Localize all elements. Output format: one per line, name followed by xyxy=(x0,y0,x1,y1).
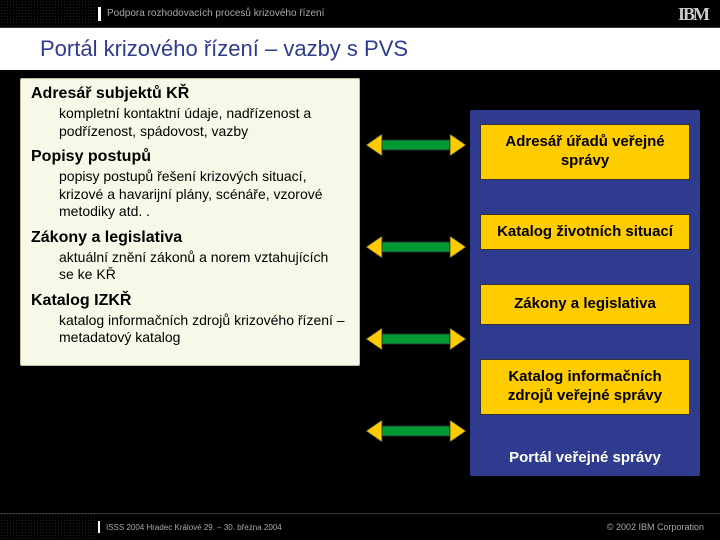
ibm-logo: IBM xyxy=(678,4,708,25)
footer-dot-pattern xyxy=(0,513,95,540)
arrow-head-left-icon xyxy=(366,420,382,442)
arrow-head-left-icon xyxy=(366,236,382,258)
arrow-shaft xyxy=(382,140,450,150)
arrow-head-left-icon xyxy=(366,134,382,156)
arrow-head-right-icon xyxy=(450,420,466,442)
right-box-1: Katalog životních situací xyxy=(480,214,690,251)
right-box-2: Zákony a legislativa xyxy=(480,284,690,325)
section-heading-3: Katalog IZKŘ xyxy=(31,292,349,310)
header-bar: Podpora rozhodovacích procesů krizového … xyxy=(0,0,720,28)
left-panel: Adresář subjektů KŘ kompletní kontaktní … xyxy=(20,78,360,366)
section-body-2: aktuální znění zákonů a norem vztahující… xyxy=(31,249,349,284)
footer-right: © 2002 IBM Corporation xyxy=(607,522,704,532)
arrow-1 xyxy=(366,234,466,260)
section-heading-0: Adresář subjektů KŘ xyxy=(31,85,349,103)
arrow-shaft xyxy=(382,426,450,436)
breadcrumb: Podpora rozhodovacích procesů krizového … xyxy=(107,8,324,19)
section-heading-2: Zákony a legislativa xyxy=(31,229,349,247)
right-box-0: Adresář úřadů veřejné správy xyxy=(480,124,690,180)
section-heading-1: Popisy postupů xyxy=(31,148,349,166)
right-panel: Adresář úřadů veřejné správy Katalog živ… xyxy=(470,110,700,476)
section-body-0: kompletní kontaktní údaje, nadřízenost a… xyxy=(31,105,349,140)
arrow-head-right-icon xyxy=(450,236,466,258)
arrow-shaft xyxy=(382,242,450,252)
arrow-shaft xyxy=(382,334,450,344)
arrow-head-right-icon xyxy=(450,328,466,350)
arrow-head-left-icon xyxy=(366,328,382,350)
arrow-head-right-icon xyxy=(450,134,466,156)
content-area: Adresář subjektů KŘ kompletní kontaktní … xyxy=(0,70,720,525)
section-body-3: katalog informačních zdrojů krizového ří… xyxy=(31,312,349,347)
header-divider xyxy=(98,7,101,21)
arrow-2 xyxy=(366,326,466,352)
footer-bar: ISSS 2004 Hradec Králové 29. – 30. březn… xyxy=(0,513,720,540)
footer-left: ISSS 2004 Hradec Králové 29. – 30. březn… xyxy=(106,523,282,532)
page-title: Portál krizového řízení – vazby s PVS xyxy=(0,28,720,70)
arrow-3 xyxy=(366,418,466,444)
footer-divider xyxy=(98,521,100,533)
header-dot-pattern xyxy=(0,0,95,28)
arrow-0 xyxy=(366,132,466,158)
section-body-1: popisy postupů řešení krizových situací,… xyxy=(31,168,349,221)
right-box-3: Katalog informačních zdrojů veřejné sprá… xyxy=(480,359,690,415)
right-panel-footer: Portál veřejné správy xyxy=(480,449,690,466)
